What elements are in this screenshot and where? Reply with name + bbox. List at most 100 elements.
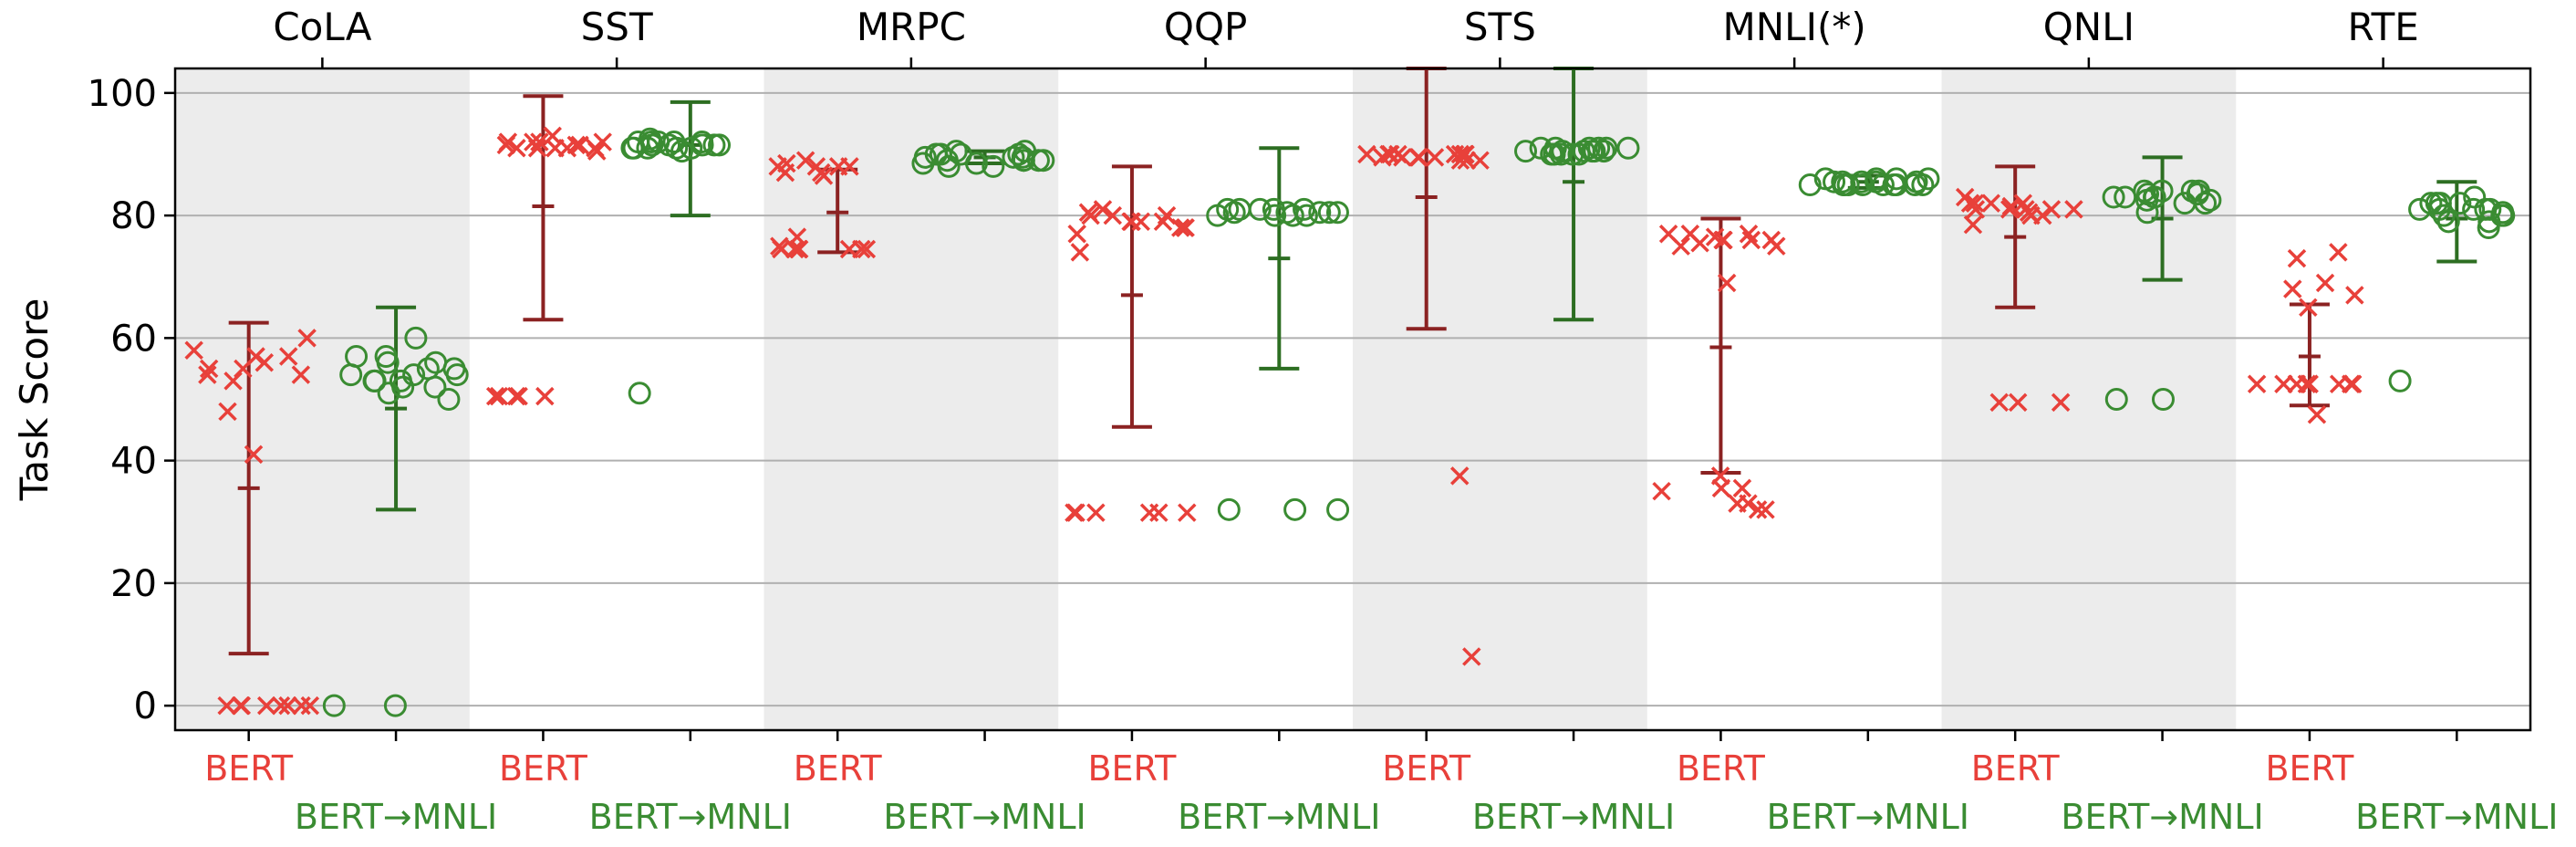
mnli-point-qnli xyxy=(2104,388,2128,411)
bert-point-sst xyxy=(498,132,518,152)
bert-point-mnli xyxy=(1717,273,1737,293)
task-title-qnli: QNLI xyxy=(2043,5,2135,49)
task-title-rte: RTE xyxy=(2347,5,2418,49)
bert-point-mnli xyxy=(1710,466,1730,486)
bert-point-cola xyxy=(199,359,219,379)
mnli-point-rte xyxy=(2477,210,2501,234)
mnli-point-qqp xyxy=(1325,201,1349,225)
x-label-bert: BERT xyxy=(204,748,294,789)
bert-point-sst xyxy=(485,386,505,406)
bert-point-cola xyxy=(292,695,311,716)
bert-point-cola xyxy=(254,352,275,372)
mnli-point-sst xyxy=(680,136,703,160)
mnli-point-cola xyxy=(404,326,428,350)
mnli-point-mnli xyxy=(1850,170,1874,193)
mnli-point-sst xyxy=(691,131,714,154)
mnli-point-qqp xyxy=(1308,201,1332,225)
mnli-point-cola xyxy=(416,357,440,381)
bert-point-rte xyxy=(2247,374,2267,393)
bert-point-mnli xyxy=(1756,500,1775,519)
mnli-point-rte xyxy=(2432,204,2456,227)
bert-errorbar-qqp xyxy=(1111,164,1152,429)
y-tick-label: 40 xyxy=(110,441,157,483)
bert-point-sst xyxy=(506,386,526,406)
task-title-mrpc: MRPC xyxy=(857,5,966,49)
mnli-point-cola xyxy=(363,369,387,392)
mnli-point-sts xyxy=(1514,140,1538,163)
bert-point-mnli xyxy=(1652,481,1671,501)
bert-point-rte xyxy=(2283,279,2302,298)
bert-point-rte xyxy=(2345,286,2364,305)
mnli-point-mrpc xyxy=(1013,140,1037,163)
mnli-errorbar-qqp xyxy=(1259,146,1300,371)
bert-point-mrpc xyxy=(775,162,795,183)
task-title-sts: STS xyxy=(1464,5,1536,49)
task-title-sst: SST xyxy=(581,5,653,49)
bert-point-qnli xyxy=(2064,200,2083,219)
mnli-point-qqp xyxy=(1283,497,1307,521)
bert-point-cola xyxy=(217,695,236,716)
bert-point-qqp xyxy=(1178,503,1197,522)
mnli-point-sts xyxy=(1616,136,1640,160)
mnli-point-mnli xyxy=(1836,173,1860,197)
bert-point-qqp xyxy=(1081,205,1100,225)
mnli-point-cola xyxy=(424,350,448,374)
mnli-point-qqp xyxy=(1275,201,1299,225)
bert-point-cola xyxy=(223,371,243,391)
bert-point-mnli xyxy=(1748,500,1768,519)
y-tick-label: 80 xyxy=(110,195,157,237)
mnli-point-cola xyxy=(322,694,346,717)
x-label-bert: BERT xyxy=(2265,748,2354,789)
mnli-point-mrpc xyxy=(935,149,959,173)
mnli-point-qnli xyxy=(2114,185,2137,209)
bert-point-sts xyxy=(1470,151,1490,170)
mnli-point-qqp xyxy=(1317,201,1341,225)
bert-point-mnli xyxy=(1741,230,1761,250)
mnli-point-sst xyxy=(622,136,646,160)
mnli-point-qnli xyxy=(2194,192,2218,215)
bert-point-qqp xyxy=(1103,205,1122,225)
mnli-point-rte xyxy=(2462,197,2486,221)
mnli-point-qqp xyxy=(1217,497,1241,521)
bert-point-sts xyxy=(1449,466,1470,486)
bert-point-qnli xyxy=(1955,187,1975,207)
mnli-point-rte xyxy=(2388,369,2412,392)
task-title-qqp: QQP xyxy=(1164,5,1247,49)
mnli-point-mrpc xyxy=(964,152,988,175)
bert-point-rte xyxy=(2299,298,2318,318)
mnli-point-qnli xyxy=(2186,179,2210,203)
mnli-point-qnli xyxy=(2136,183,2160,206)
x-label-mnli: BERT→MNLI xyxy=(589,797,792,837)
mnli-point-sts xyxy=(1567,142,1591,166)
y-axis-label: Task Score xyxy=(12,298,57,502)
bert-point-qqp xyxy=(1067,225,1086,244)
bert-point-cola xyxy=(271,695,291,716)
x-label-mnli: BERT→MNLI xyxy=(2355,797,2558,837)
band-cola xyxy=(175,68,470,730)
bert-point-sts xyxy=(1357,144,1376,164)
band-qnli xyxy=(1941,68,2237,730)
x-label-bert: BERT xyxy=(1087,748,1177,789)
bert-errorbar-mnli xyxy=(1700,216,1741,476)
x-label-mnli: BERT→MNLI xyxy=(1767,797,1969,837)
bert-point-qnli xyxy=(2016,200,2035,219)
x-label-mnli: BERT→MNLI xyxy=(295,797,497,837)
bert-point-cola xyxy=(198,365,217,384)
axis-ticks: 020406080100CoLABERTBERT→MNLISSTBERTBERT… xyxy=(88,5,2559,837)
bert-point-mrpc xyxy=(772,239,791,259)
bert-point-mnli xyxy=(1761,230,1781,250)
bert-point-cola xyxy=(278,695,297,716)
bert-point-qnli xyxy=(1963,214,1983,235)
bert-point-qqp xyxy=(1093,200,1113,219)
bert-point-cola xyxy=(300,695,320,716)
x-label-bert: BERT xyxy=(1971,748,2061,789)
y-tick-label: 60 xyxy=(110,318,157,360)
y-gridlines xyxy=(175,91,2530,707)
mnli-point-sst xyxy=(708,133,732,157)
x-label-mnli: BERT→MNLI xyxy=(1472,797,1675,837)
bert-point-qqp xyxy=(1086,503,1106,522)
mnli-point-cola xyxy=(374,345,398,369)
bert-point-qqp xyxy=(1176,218,1195,237)
bert-point-qnli xyxy=(2051,392,2071,413)
bert-point-mnli xyxy=(1705,227,1725,246)
